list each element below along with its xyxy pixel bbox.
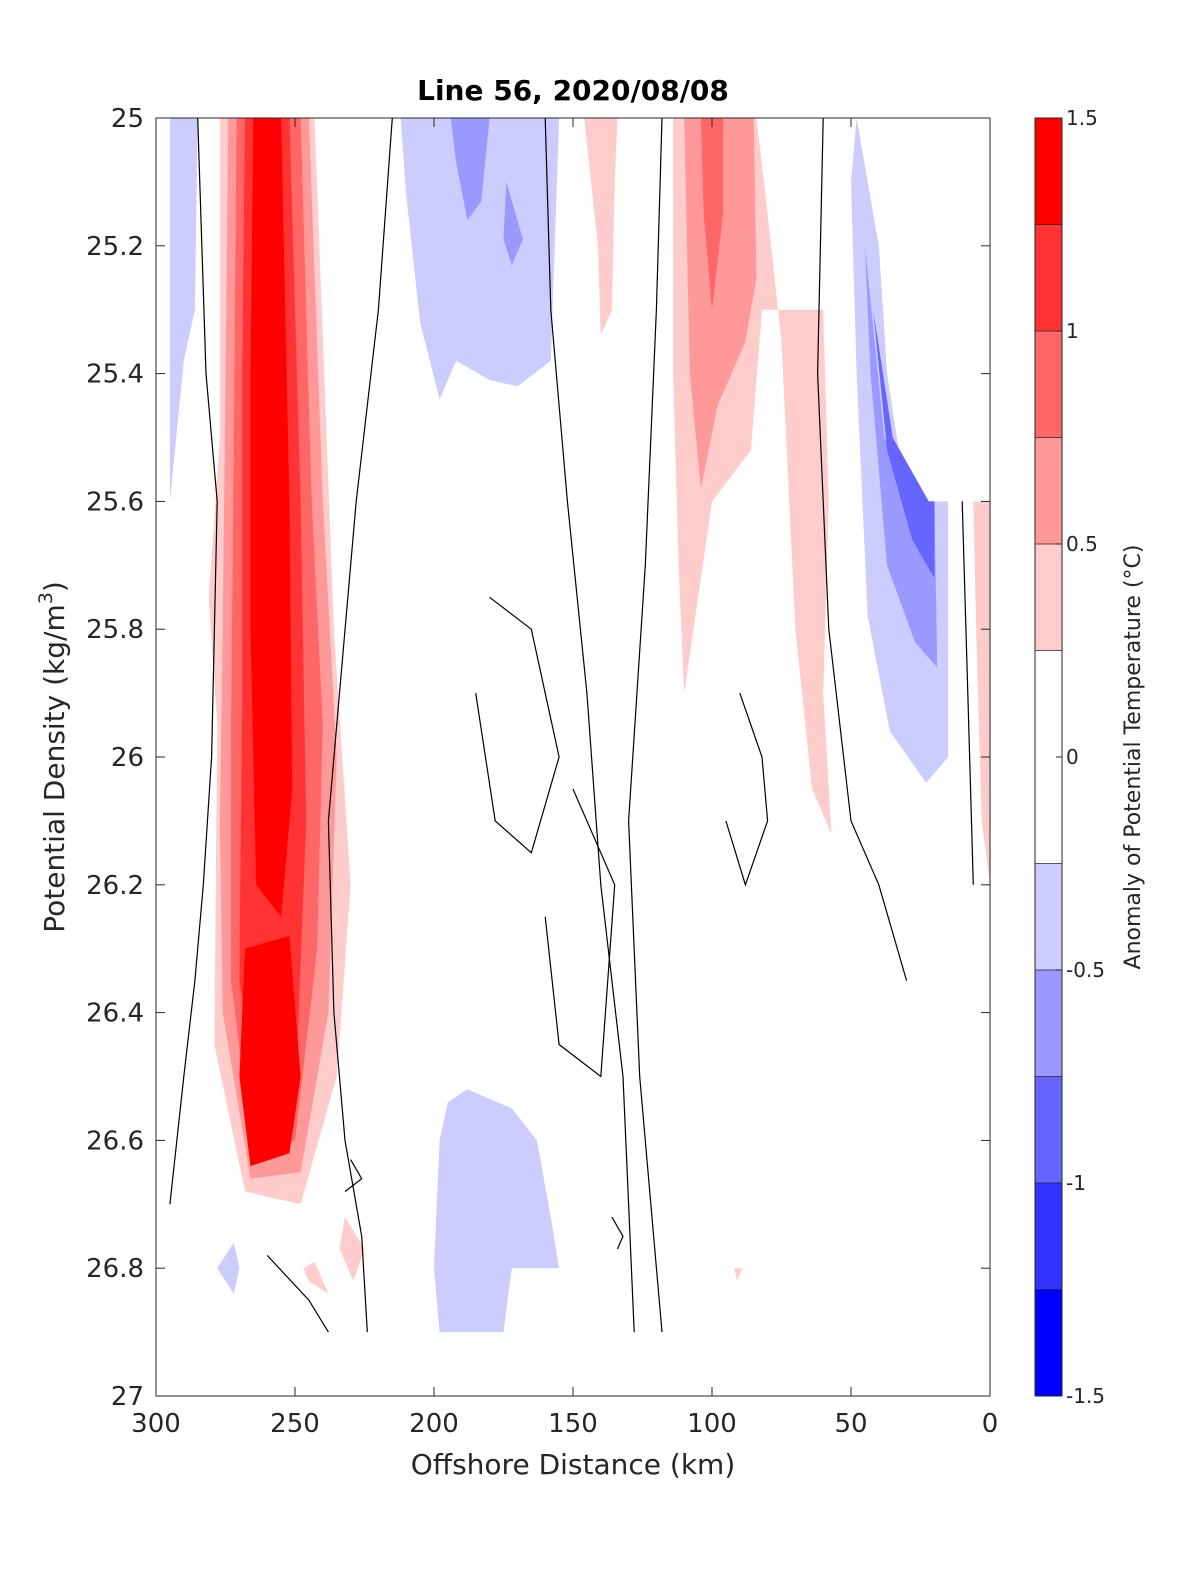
colorbar-tick-label: -0.5	[1066, 958, 1105, 982]
x-axis: 300 250 200 150 100 50 0	[131, 118, 998, 1439]
contour-region-21	[303, 1261, 329, 1294]
contour-region-4	[250, 118, 293, 917]
zero-contour-lines	[169, 118, 974, 1333]
zero-contour-2	[544, 118, 635, 1333]
colorbar-segment	[1035, 1076, 1062, 1183]
colorbar-segment	[1035, 118, 1062, 225]
zero-contour-11	[266, 1254, 329, 1333]
x-tick-label: 0	[982, 1409, 999, 1439]
y-tick-label: 26.4	[86, 999, 144, 1029]
y-axis-label-main: Potential Density (kg/m	[38, 604, 71, 933]
colorbar-segment	[1035, 1183, 1062, 1290]
y-tick-label: 25	[111, 104, 144, 134]
contour-region-7	[400, 118, 560, 400]
contour-region-19	[973, 501, 990, 885]
colorbar-tick-label: 0	[1066, 745, 1079, 769]
colorbar-segment	[1035, 1289, 1062, 1396]
colorbar-segment	[1035, 544, 1062, 651]
zero-contour-3	[627, 118, 663, 1333]
y-tick-label: 25.6	[86, 487, 144, 517]
contour-region-17	[684, 118, 757, 489]
y-tick-label: 25.2	[86, 232, 144, 262]
y-tick-label: 25.8	[86, 615, 144, 645]
zero-contour-4	[816, 118, 908, 981]
contour-region-9	[503, 181, 523, 265]
contour-region-5	[239, 935, 301, 1166]
colorbar-tick-label: 0.5	[1066, 532, 1098, 556]
contour-region-13	[434, 1089, 560, 1333]
y-axis-label-sup: 3	[35, 592, 57, 604]
x-axis-label: Offshore Distance (km)	[411, 1448, 736, 1481]
colorbar-segment	[1035, 863, 1062, 970]
y-axis-label: Potential Density (kg/m3)	[35, 581, 71, 933]
x-tick-label: 150	[548, 1409, 598, 1439]
colorbar-segment	[1035, 224, 1062, 331]
zero-contour-5	[961, 501, 974, 885]
colorbar-segment	[1035, 331, 1062, 438]
colorbar-tick-label: 1	[1066, 319, 1079, 343]
zero-contour-9	[344, 1159, 363, 1192]
zero-contour-10	[611, 1216, 624, 1250]
colorbar-tick-label: -1.5	[1066, 1384, 1105, 1408]
y-tick-label: 26.8	[86, 1254, 144, 1284]
y-tick-label: 26.6	[86, 1126, 144, 1156]
zero-contour-6	[475, 596, 560, 854]
x-tick-label: 200	[409, 1409, 459, 1439]
y-axis: 25 25.2 25.4 25.6 25.8 26 26.2 26.4 26.6 26.8 27	[86, 104, 990, 1412]
y-tick-label: 27	[111, 1382, 144, 1412]
colorbar: -1.5 -1 -0.5 0 0.5 1 1.5	[1034, 106, 1105, 1408]
contour-region-22	[734, 1268, 743, 1281]
x-tick-label: 100	[687, 1409, 737, 1439]
zero-contour-7	[544, 788, 616, 1078]
colorbar-tick-label: 1.5	[1066, 106, 1098, 130]
x-tick-label: 250	[270, 1409, 320, 1439]
x-tick-label: 50	[834, 1409, 867, 1439]
colorbar-tick-label: -1	[1066, 1171, 1086, 1195]
x-tick-label: 300	[131, 1409, 181, 1439]
chart-title: Line 56, 2020/08/08	[417, 74, 729, 107]
contour-region-12	[873, 309, 935, 579]
colorbar-label: Anomaly of Potential Temperature (°C)	[1121, 545, 1146, 970]
y-tick-label: 26.2	[86, 871, 144, 901]
contour-region-15	[584, 118, 618, 336]
y-tick-label: 25.4	[86, 360, 144, 390]
contour-region-6	[169, 118, 198, 502]
contour-region-8	[450, 118, 490, 221]
contour-region-14	[217, 1242, 240, 1294]
zero-contour-0	[169, 118, 218, 1205]
zero-contour-1	[327, 118, 393, 1333]
zero-contour-8	[725, 692, 769, 887]
contour-region-18	[700, 118, 724, 310]
filled-contours	[169, 118, 990, 1333]
colorbar-segment	[1035, 970, 1062, 1077]
colorbar-segment	[1035, 437, 1062, 544]
y-tick-label: 26	[111, 743, 144, 773]
contour-region-11	[864, 245, 938, 668]
y-axis-label-close: )	[38, 581, 71, 592]
contour-region-20	[339, 1217, 365, 1281]
